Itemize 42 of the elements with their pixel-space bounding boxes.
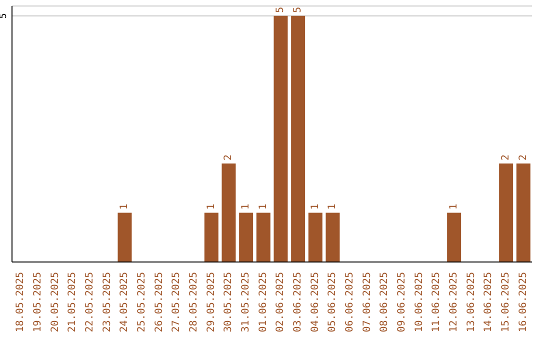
x-tick-label: 18.05.2025 bbox=[15, 272, 26, 332]
data-label: 5 bbox=[292, 6, 304, 13]
x-tick-label: 24.05.2025 bbox=[119, 272, 130, 332]
x-tick-label: 13.06.2025 bbox=[466, 272, 477, 332]
data-label: 2 bbox=[518, 154, 529, 161]
data-label: 5 bbox=[275, 6, 286, 13]
x-tick-label: 01.06.2025 bbox=[258, 272, 269, 332]
x-tick-label: 29.05.2025 bbox=[206, 272, 217, 332]
data-label: 1 bbox=[448, 204, 460, 210]
x-tick-label: 03.06.2025 bbox=[292, 272, 304, 332]
x-tick-label: 31.05.2025 bbox=[240, 272, 252, 332]
x-tick-label: 26.05.2025 bbox=[154, 272, 165, 332]
x-tick-label: 28.05.2025 bbox=[188, 272, 200, 332]
x-tick-label: 14.06.2025 bbox=[483, 272, 494, 332]
x-tick-label: 08.06.2025 bbox=[379, 272, 390, 332]
x-tick-label: 16.06.2025 bbox=[518, 272, 529, 332]
x-tick-label: 15.06.2025 bbox=[500, 272, 512, 332]
data-label: 1 bbox=[119, 204, 130, 210]
x-tick-label: 20.05.2025 bbox=[50, 272, 61, 332]
x-tick-label: 06.06.2025 bbox=[344, 272, 356, 332]
x-tick-label: 22.05.2025 bbox=[84, 272, 96, 332]
x-tick-label: 30.05.2025 bbox=[223, 272, 234, 332]
x-tick-label: 19.05.2025 bbox=[32, 272, 44, 332]
x-tick-label: 11.06.2025 bbox=[431, 272, 442, 332]
x-tick-label: 09.06.2025 bbox=[396, 272, 408, 332]
x-tick-label: 21.05.2025 bbox=[67, 272, 78, 332]
x-tick-label: 10.06.2025 bbox=[414, 272, 425, 332]
x-tick-label: 23.05.2025 bbox=[102, 272, 113, 332]
data-label: 1 bbox=[258, 204, 269, 210]
data-label: 2 bbox=[500, 154, 512, 161]
x-tick-label: 12.06.2025 bbox=[448, 272, 460, 332]
data-label: 1 bbox=[206, 204, 217, 210]
x-tick-label: 04.06.2025 bbox=[310, 272, 321, 332]
data-label: 1 bbox=[240, 204, 252, 210]
x-tick-label: 27.05.2025 bbox=[171, 272, 182, 332]
x-tick-label: 25.05.2025 bbox=[136, 272, 148, 332]
x-tick-label: 02.06.2025 bbox=[275, 272, 286, 332]
data-label: 1 bbox=[327, 204, 338, 210]
x-tick-label: 07.06.2025 bbox=[362, 272, 373, 332]
data-label: 1 bbox=[310, 204, 321, 210]
data-label: 2 bbox=[223, 154, 234, 161]
x-tick-label: 05.06.2025 bbox=[327, 272, 338, 332]
